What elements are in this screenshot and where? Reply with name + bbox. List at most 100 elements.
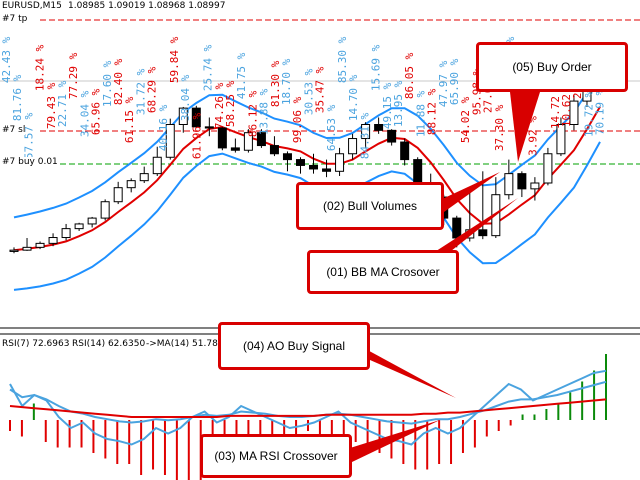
volume-percent-label: 10.62 % xyxy=(560,80,573,127)
bear-candle xyxy=(517,173,527,190)
volume-percent-label: 85.30 % xyxy=(336,36,349,83)
bear-candle xyxy=(282,153,292,161)
bull-candle xyxy=(9,249,19,252)
sl-level-label[interactable]: #7 sl xyxy=(2,125,26,135)
volume-percent-label: 82.40 % xyxy=(112,58,125,105)
symbol-timeframe-label: EURUSD,M15 xyxy=(2,1,62,11)
bull-candle xyxy=(361,124,371,140)
volume-percent-label: 77.29 % xyxy=(67,52,80,99)
volume-percent-label: 79.43 % xyxy=(45,82,58,129)
volume-percent-label: 40.16 % xyxy=(157,104,170,151)
volume-percent-label: 68.29 % xyxy=(146,66,159,113)
ma-rsi-crossover-arrow xyxy=(350,420,440,462)
volume-percent-label: 35.47 % xyxy=(314,66,327,113)
upper-band-line xyxy=(13,70,601,219)
volume-percent-label: 34.04 % xyxy=(78,90,91,137)
bull-candle xyxy=(243,132,253,151)
ohlc-readout: 1.08985 1.09019 1.08968 1.08997 xyxy=(68,1,226,11)
volume-percent-label: 65.90 % xyxy=(448,58,461,105)
annotation-ao-buy-signal: (04) AO Buy Signal xyxy=(218,322,370,370)
bear-candle xyxy=(374,124,384,131)
volume-percent-label: 14.72 % xyxy=(549,82,562,129)
volume-percent-label: 57.57 % xyxy=(22,112,35,159)
volume-percent-label: 81.76 % xyxy=(11,74,24,121)
volume-percent-label: 61.15 % xyxy=(123,96,136,143)
volume-percent-label: 58.25 % xyxy=(224,80,237,127)
bull-candle xyxy=(126,180,136,189)
volume-percent-label: 84.31 % xyxy=(358,112,371,159)
volume-percent-label: 74.26 % xyxy=(213,82,226,129)
bear-candle xyxy=(452,217,462,239)
bull-candle xyxy=(178,107,188,126)
bull-candle xyxy=(139,173,149,182)
volume-percent-label: 65.96 % xyxy=(90,88,103,135)
volume-percent-label: 13.95 % xyxy=(392,80,405,127)
annotation-buy-order: (05) Buy Order xyxy=(476,42,628,92)
volume-percent-label: 61.96 % xyxy=(190,112,203,159)
volume-percent-label: 19.72 % xyxy=(582,90,595,137)
bb-ma-crossover-arrow xyxy=(430,198,518,255)
bull-candle xyxy=(569,100,579,125)
moving-average-line xyxy=(13,106,601,252)
bull-candle xyxy=(556,124,566,155)
volume-percent-label: 86.12 % xyxy=(246,90,259,137)
buy-level-label[interactable]: #7 buy 0.01 xyxy=(2,157,58,167)
volume-percent-label: 30.53 % xyxy=(302,68,315,115)
volume-percent-label: 41.75 % xyxy=(235,52,248,99)
bear-candle xyxy=(400,141,410,161)
bull-candle xyxy=(48,237,58,244)
volume-percent-label: 14.70 % xyxy=(347,74,360,121)
rsi7-line xyxy=(9,369,607,446)
bull-candle xyxy=(113,187,123,203)
bull-volumes-arrow xyxy=(440,172,500,212)
volume-percent-label: 31.72 % xyxy=(134,68,147,115)
bull-candle xyxy=(74,223,84,230)
ao-buy-signal-arrow xyxy=(360,346,456,398)
rsi-ma-line xyxy=(9,398,607,418)
volume-percent-label: 18.24 % xyxy=(34,44,47,91)
volume-percent-label: 37.30 % xyxy=(493,104,506,151)
volume-percent-label: 70.19 % xyxy=(594,88,607,135)
bear-candle xyxy=(322,168,332,172)
volume-percent-label: 42.43 % xyxy=(0,36,13,83)
bull-candle xyxy=(543,153,553,184)
volume-percent-label: 25.74 % xyxy=(202,44,215,91)
volume-percent-label: 47.97 % xyxy=(437,60,450,107)
volume-percent-label: 38.04 % xyxy=(179,74,192,121)
bear-candle xyxy=(230,147,240,151)
bear-candle xyxy=(204,126,214,129)
volume-percent-label: 13.88 % xyxy=(258,88,271,135)
volume-percent-label: 49.15 % xyxy=(381,82,394,129)
bear-candle xyxy=(295,159,305,166)
bull-candle xyxy=(504,173,514,196)
volume-percent-label: 17.60 % xyxy=(101,60,114,107)
bull-candle xyxy=(35,242,45,248)
bear-candle xyxy=(309,164,319,170)
annotation-bb-ma-crossover: (01) BB MA Crosover xyxy=(307,250,459,294)
annotation-ma-rsi-crossover: (03) MA RSI Crossover xyxy=(200,434,352,478)
volume-percent-label: 86.05 % xyxy=(403,52,416,99)
volume-percent-label: 11.88 % xyxy=(414,90,427,137)
bull-candle xyxy=(335,153,345,172)
volume-percent-label: 22.71 % xyxy=(56,80,69,127)
bull-candle xyxy=(100,201,110,219)
volume-percent-label: 81.30 % xyxy=(269,60,282,107)
volume-percent-label: 59.84 % xyxy=(168,36,181,83)
bull-candle xyxy=(530,182,540,190)
bull-candle xyxy=(348,138,358,155)
ma-readout: ->MA(14) 51.788 xyxy=(146,339,224,349)
bear-candle xyxy=(387,129,397,143)
bear-candle xyxy=(191,107,201,128)
buy-order-arrow xyxy=(510,92,540,162)
bear-candle xyxy=(256,132,266,147)
bear-candle xyxy=(217,127,227,149)
bear-candle xyxy=(269,145,279,155)
bull-candle xyxy=(61,228,71,239)
tp-level-label[interactable]: #7 tp xyxy=(2,14,28,24)
volume-percent-label: 64.53 % xyxy=(325,104,338,151)
annotation-bull-volumes: (02) Bull Volumes xyxy=(296,182,444,230)
bull-candle xyxy=(22,246,32,251)
bear-candle xyxy=(413,159,423,184)
